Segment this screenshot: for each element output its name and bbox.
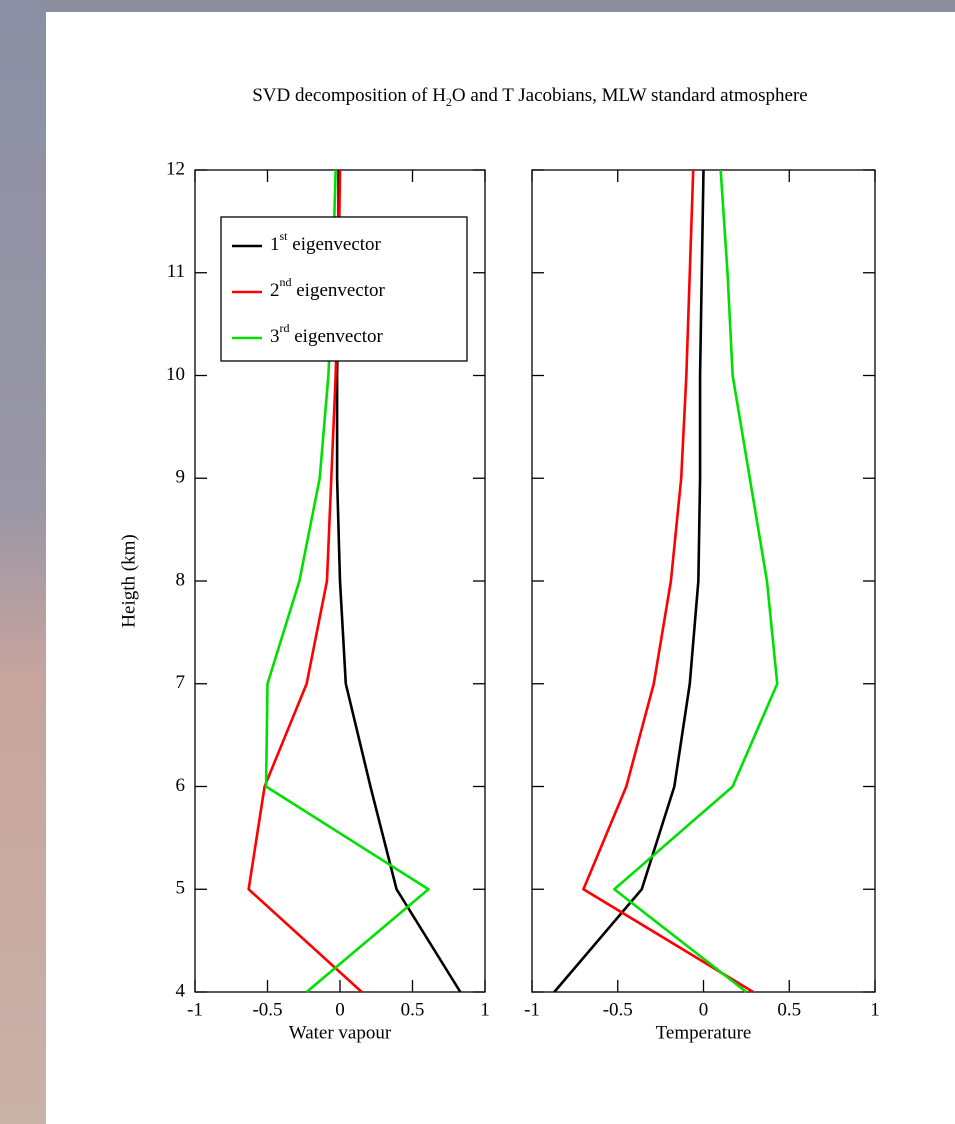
x-axis-label: Temperature <box>656 1022 752 1043</box>
series-line <box>613 169 779 994</box>
y-tick-label: 10 <box>166 364 185 385</box>
legend-label: 2nd eigenvector <box>270 275 386 302</box>
x-axis-label: Water vapour <box>289 1022 392 1043</box>
top-bar <box>0 0 955 12</box>
plot-frame <box>531 169 876 993</box>
x-tick-label: 1 <box>870 999 880 1020</box>
x-tick-label: 0 <box>699 999 709 1020</box>
side-strip <box>0 0 46 1124</box>
chart-title: SVD decomposition of H2O and T Jacobians… <box>252 85 808 108</box>
series-line <box>582 169 754 994</box>
series-line <box>553 169 705 993</box>
x-tick-label: 1 <box>480 999 490 1020</box>
y-tick-label: 4 <box>176 980 186 1001</box>
x-tick-label: 0.5 <box>777 999 801 1020</box>
y-tick-label: 5 <box>176 878 186 899</box>
y-tick-label: 8 <box>176 569 186 590</box>
legend-label: 1st eigenvector <box>270 229 382 256</box>
y-tick-label: 9 <box>176 467 186 488</box>
x-tick-label: 0.5 <box>401 999 425 1020</box>
y-tick-label: 7 <box>176 672 186 693</box>
x-tick-label: -1 <box>524 999 540 1020</box>
x-tick-label: -0.5 <box>252 999 282 1020</box>
x-tick-label: -0.5 <box>603 999 633 1020</box>
y-tick-label: 12 <box>166 158 185 179</box>
x-tick-label: 0 <box>335 999 345 1020</box>
y-tick-label: 11 <box>167 261 185 282</box>
legend-label: 3rd eigenvector <box>270 321 384 348</box>
y-axis-label: Heigth (km) <box>118 534 139 627</box>
x-tick-label: -1 <box>187 999 203 1020</box>
y-tick-label: 6 <box>176 775 186 796</box>
